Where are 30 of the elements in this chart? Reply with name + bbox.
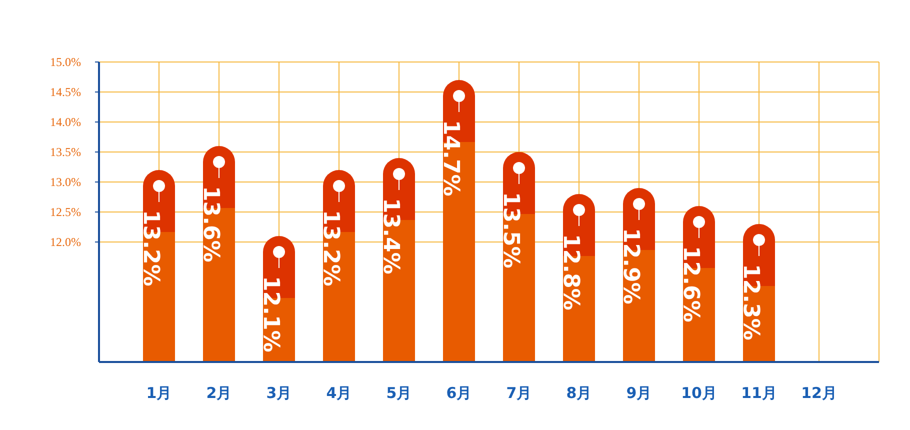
x-tick-label: 4月 (326, 384, 352, 402)
y-tick-label: 14.0% (50, 115, 81, 129)
y-tick-label: 12.5% (50, 205, 81, 219)
y-tick-label: 12.0% (50, 235, 81, 249)
x-tick-label: 8月 (566, 384, 592, 402)
x-tick-label: 3月 (266, 384, 292, 402)
x-tick-label: 1月 (146, 384, 172, 402)
data-label: 13.4% (378, 198, 403, 274)
y-tick-label: 13.0% (50, 175, 81, 189)
data-label: 12.1% (258, 276, 283, 352)
x-tick-label: 6月 (446, 384, 472, 402)
data-label: 13.6% (198, 186, 223, 262)
data-label: 13.2% (138, 210, 163, 286)
y-tick-label: 14.5% (50, 85, 81, 99)
data-label: 12.3% (738, 264, 763, 340)
data-label: 13.5% (498, 192, 523, 268)
data-label: 12.6% (678, 246, 703, 322)
x-tick-label: 5月 (386, 384, 412, 402)
data-label: 12.8% (558, 234, 583, 310)
y-tick-label: 15.0% (50, 55, 81, 69)
y-tick-label: 13.5% (50, 145, 81, 159)
x-tick-label: 2月 (206, 384, 232, 402)
data-label: 14.7% (438, 120, 463, 196)
data-label: 13.2% (318, 210, 343, 286)
x-tick-label: 7月 (506, 384, 532, 402)
data-label: 12.9% (618, 228, 643, 304)
x-tick-label: 10月 (681, 384, 717, 402)
x-tick-label: 9月 (626, 384, 652, 402)
x-tick-label: 12月 (801, 384, 837, 402)
x-tick-label: 11月 (741, 384, 777, 402)
